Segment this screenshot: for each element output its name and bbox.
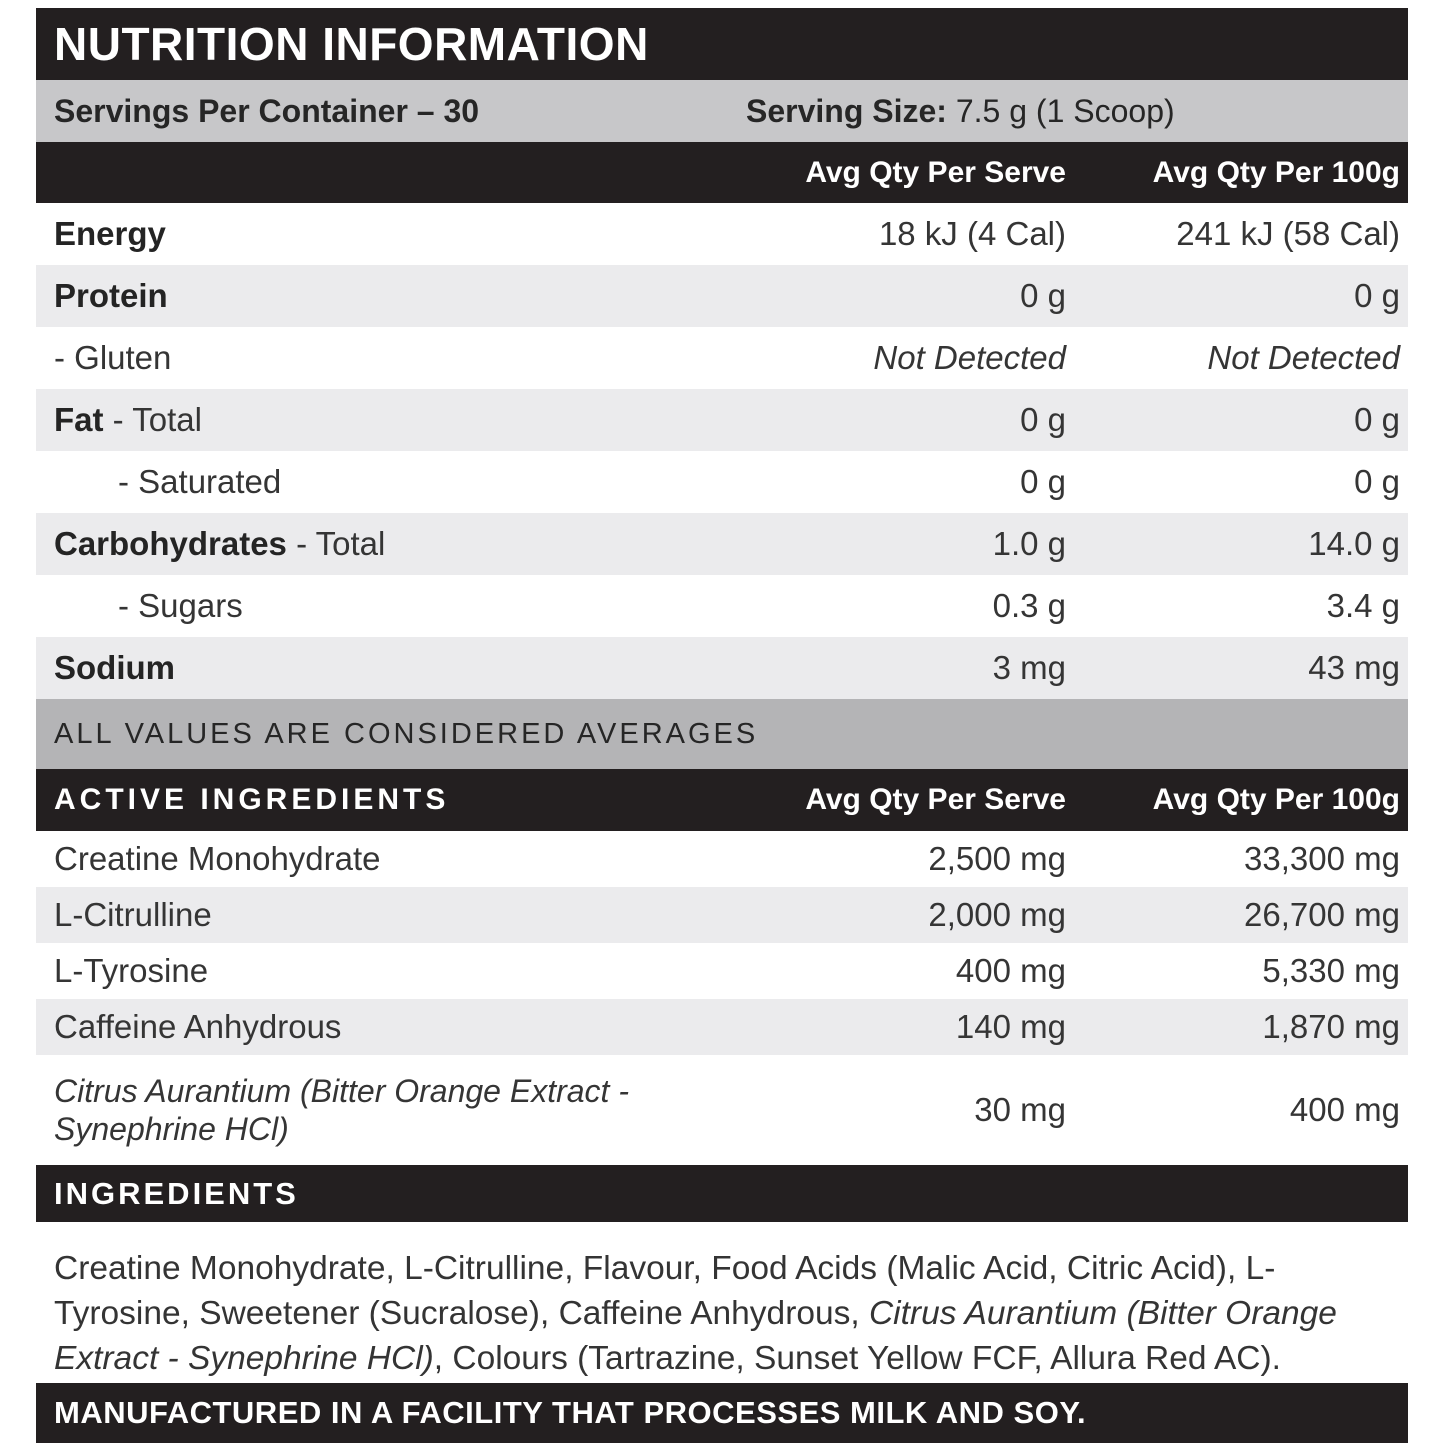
table-row-l-citrulline: L-Citrulline 2,000 mg 26,700 mg [36, 887, 1408, 943]
value-per-serve: 18 kJ (4 Cal) [878, 215, 1066, 252]
ingredients-list: Creatine Monohydrate, L-Citrulline, Flav… [36, 1222, 1408, 1383]
value-per-100g: 43 mg [1308, 649, 1400, 686]
value-per-100g: 400 mg [1289, 1091, 1400, 1128]
table-row-sugars: - Sugars 0.3 g 3.4 g [36, 575, 1408, 637]
row-label: Citrus Aurantium (Bitter Orange Extract … [54, 1073, 629, 1147]
active-ingredients-header-bar: ACTIVE INGREDIENTS Avg Qty Per Serve Avg… [36, 769, 1408, 831]
value-per-100g: 3.4 g [1326, 587, 1400, 624]
value-per-100g: Not Detected [1207, 339, 1400, 376]
row-label: L-Citrulline [54, 896, 212, 933]
value-per-100g: 1,870 mg [1262, 1008, 1400, 1045]
serving-size: Serving Size: 7.5 g (1 Scoop) [746, 93, 1175, 130]
value-per-100g: 0 g [1354, 277, 1400, 314]
value-per-100g: 26,700 mg [1244, 896, 1400, 933]
row-label: Carbohydrates - Total [54, 525, 386, 562]
row-label: - Sugars [118, 587, 243, 624]
column-header-per-serve: Avg Qty Per Serve [805, 783, 1066, 816]
column-header-per-100g: Avg Qty Per 100g [1152, 155, 1400, 189]
value-per-100g: 33,300 mg [1244, 840, 1400, 877]
row-label: L-Tyrosine [54, 952, 209, 989]
table-row-fat-saturated: - Saturated 0 g 0 g [36, 451, 1408, 513]
table-row-caffeine-anhydrous: Caffeine Anhydrous 140 mg 1,870 mg [36, 999, 1408, 1055]
servings-per-container: Servings Per Container – 30 [54, 92, 480, 129]
row-label: Protein [54, 277, 168, 314]
serving-size-value: 7.5 g (1 Scoop) [946, 92, 1175, 129]
value-per-serve: 140 mg [955, 1008, 1066, 1045]
row-label: Fat - Total [54, 401, 202, 438]
value-per-serve: 0 g [1020, 463, 1066, 500]
value-per-100g: 0 g [1354, 463, 1400, 500]
facility-note: MANUFACTURED IN A FACILITY THAT PROCESSE… [54, 1395, 1087, 1430]
table-row-gluten: - Gluten Not Detected Not Detected [36, 327, 1408, 389]
ingredients-text-part2: , Colours (Tartrazine, Sunset Yellow FCF… [433, 1340, 1281, 1377]
value-per-serve: 1.0 g [992, 525, 1066, 562]
row-label: - Saturated [118, 463, 282, 500]
column-header-per-100g: Avg Qty Per 100g [1152, 783, 1400, 816]
table-row-fat-total: Fat - Total 0 g 0 g [36, 389, 1408, 451]
row-label: Energy [54, 215, 166, 252]
table-row-energy: Energy 18 kJ (4 Cal) 241 kJ (58 Cal) [36, 203, 1408, 265]
table-row-l-tyrosine: L-Tyrosine 400 mg 5,330 mg [36, 943, 1408, 999]
value-per-100g: 5,330 mg [1262, 952, 1400, 989]
table-row-citrus-aurantium: Citrus Aurantium (Bitter Orange Extract … [36, 1055, 1408, 1165]
ingredients-text-part1: Creatine Monohydrate, L-Citrulline, Flav… [54, 1250, 1276, 1332]
row-label: Caffeine Anhydrous [54, 1008, 342, 1045]
serving-size-label: Serving Size: [746, 92, 947, 129]
facility-note-bar: MANUFACTURED IN A FACILITY THAT PROCESSE… [36, 1383, 1408, 1443]
ingredients-title: INGREDIENTS [54, 1175, 299, 1211]
nutrition-label: NUTRITION INFORMATION Servings Per Conta… [36, 8, 1408, 1443]
row-label: - Gluten [54, 339, 172, 376]
value-per-serve: 0 g [1020, 401, 1066, 438]
value-per-serve: Not Detected [873, 339, 1066, 376]
row-label: Creatine Monohydrate [54, 840, 381, 877]
row-label: Sodium [54, 649, 175, 686]
table-row-protein: Protein 0 g 0 g [36, 265, 1408, 327]
averages-note: ALL VALUES ARE CONSIDERED AVERAGES [54, 717, 759, 750]
title-bar: NUTRITION INFORMATION [36, 8, 1408, 80]
value-per-serve: 0.3 g [992, 587, 1066, 624]
page-title: NUTRITION INFORMATION [54, 18, 649, 70]
column-header-bar: Avg Qty Per Serve Avg Qty Per 100g [36, 142, 1408, 203]
ingredients-text-italic: Citrus Aurantium (Bitter Orange Extract … [54, 1295, 1337, 1377]
servings-bar: Servings Per Container – 30 Serving Size… [36, 80, 1408, 142]
ingredients-header-bar: INGREDIENTS [36, 1165, 1408, 1222]
table-row-carbohydrates-total: Carbohydrates - Total 1.0 g 14.0 g [36, 513, 1408, 575]
table-row-creatine-monohydrate: Creatine Monohydrate 2,500 mg 33,300 mg [36, 831, 1408, 887]
column-header-per-serve: Avg Qty Per Serve [805, 155, 1066, 189]
value-per-serve: 400 mg [955, 952, 1066, 989]
value-per-serve: 2,000 mg [928, 896, 1066, 933]
value-per-100g: 241 kJ (58 Cal) [1176, 215, 1400, 252]
value-per-serve: 0 g [1020, 277, 1066, 314]
value-per-serve: 3 mg [992, 649, 1066, 686]
value-per-serve: 30 mg [974, 1091, 1066, 1128]
value-per-100g: 14.0 g [1308, 525, 1400, 562]
table-row-sodium: Sodium 3 mg 43 mg [36, 637, 1408, 699]
value-per-serve: 2,500 mg [928, 840, 1066, 877]
value-per-100g: 0 g [1354, 401, 1400, 438]
active-ingredients-title: ACTIVE INGREDIENTS [54, 783, 450, 816]
averages-note-bar: ALL VALUES ARE CONSIDERED AVERAGES [36, 699, 1408, 769]
